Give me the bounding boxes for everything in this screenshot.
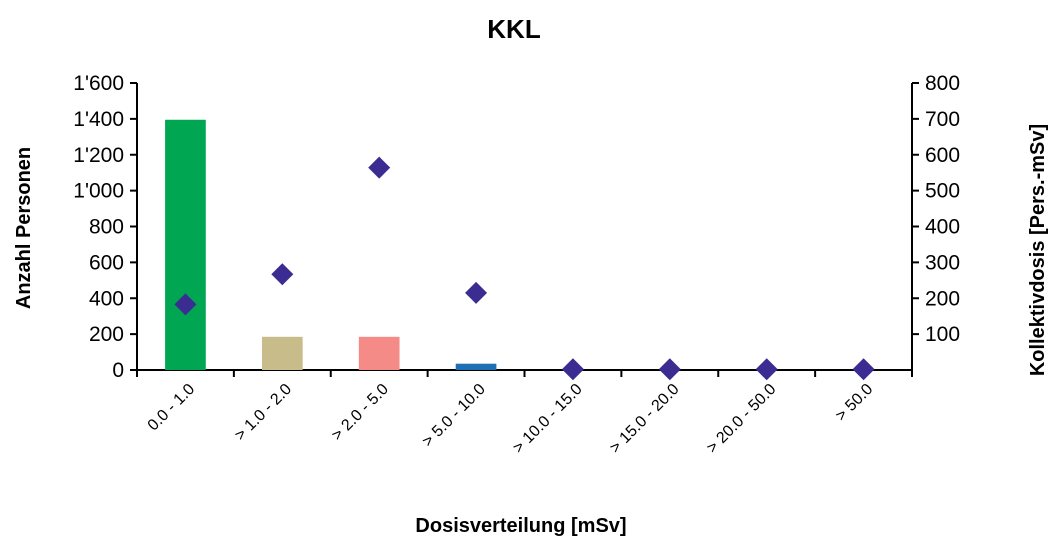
y-tick-label: 1'600 bbox=[73, 72, 124, 95]
category-label: > 1.0 - 2.0 bbox=[232, 381, 295, 444]
y-tick-label: 0 bbox=[112, 359, 124, 382]
x-axis-label: Dosisverteilung [mSv] bbox=[415, 515, 626, 537]
category-label: 0.0 - 1.0 bbox=[145, 381, 199, 435]
y2-tick-label: 600 bbox=[925, 144, 960, 167]
y2-tick-label: 700 bbox=[925, 108, 960, 131]
y-tick-label: 1'200 bbox=[73, 144, 124, 167]
y2-tick-label: 400 bbox=[925, 216, 960, 239]
left-axis-ticks: 0 200 400 600 800 1'000 1'200 1'400 1'600 bbox=[73, 72, 137, 382]
axes bbox=[136, 83, 913, 377]
y-tick-label: 400 bbox=[89, 287, 124, 310]
scatter-point bbox=[658, 358, 681, 381]
scatter-series bbox=[174, 156, 875, 381]
scatter-point bbox=[755, 358, 778, 381]
scatter-point bbox=[561, 358, 584, 381]
category-label: > 50.0 bbox=[833, 381, 877, 425]
y-tick-label: 600 bbox=[89, 251, 124, 274]
chart-title: KKL bbox=[487, 14, 541, 44]
category-label: > 5.0 - 10.0 bbox=[419, 381, 489, 451]
scatter-point bbox=[368, 156, 391, 179]
bar bbox=[261, 336, 303, 370]
scatter-point bbox=[271, 263, 294, 286]
y2-tick-label: 300 bbox=[925, 251, 960, 274]
bar bbox=[165, 119, 206, 370]
category-label: > 20.0 - 50.0 bbox=[704, 381, 780, 457]
y-tick-label: 1'000 bbox=[73, 180, 124, 203]
y2-axis-label: Kollektivdosis [Pers.-mSv] bbox=[1027, 124, 1049, 376]
y-tick-label: 200 bbox=[89, 323, 124, 346]
y2-tick-label: 500 bbox=[925, 180, 960, 203]
y2-tick-label: 800 bbox=[925, 72, 960, 95]
scatter-point bbox=[465, 281, 488, 304]
bar bbox=[455, 363, 497, 370]
right-axis-ticks: 100 200 300 400 500 600 700 800 bbox=[912, 72, 960, 346]
y-axis-label: Anzahl Personen bbox=[13, 147, 35, 309]
scatter-point bbox=[852, 358, 875, 381]
scatter-point bbox=[174, 293, 197, 316]
y-tick-label: 800 bbox=[89, 216, 124, 239]
y2-tick-label: 200 bbox=[925, 287, 960, 310]
bar-series bbox=[165, 119, 497, 370]
category-label: > 2.0 - 5.0 bbox=[329, 381, 392, 444]
y2-tick-label: 100 bbox=[925, 323, 960, 346]
category-label: > 10.0 - 15.0 bbox=[510, 381, 586, 457]
category-labels: 0.0 - 1.0 > 1.0 - 2.0 > 2.0 - 5.0 > 5.0 - 1… bbox=[145, 381, 877, 457]
category-label: > 15.0 - 20.0 bbox=[607, 381, 683, 457]
bar bbox=[358, 336, 400, 370]
y-tick-label: 1'400 bbox=[73, 108, 124, 131]
